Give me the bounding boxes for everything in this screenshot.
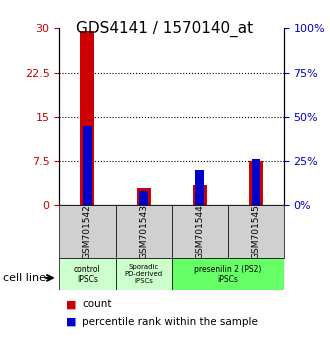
FancyBboxPatch shape <box>59 205 116 258</box>
Bar <box>83 126 92 205</box>
Text: cell line: cell line <box>3 273 46 283</box>
Bar <box>193 185 207 205</box>
Bar <box>81 31 94 205</box>
Bar <box>137 188 150 205</box>
Text: GSM701543: GSM701543 <box>139 204 148 259</box>
FancyBboxPatch shape <box>228 205 284 258</box>
FancyBboxPatch shape <box>172 205 228 258</box>
Bar <box>139 191 148 205</box>
FancyBboxPatch shape <box>172 258 284 290</box>
Text: percentile rank within the sample: percentile rank within the sample <box>82 317 258 327</box>
Bar <box>251 159 260 205</box>
Text: count: count <box>82 299 112 309</box>
Text: control
IPSCs: control IPSCs <box>74 265 101 284</box>
FancyBboxPatch shape <box>115 258 172 290</box>
Text: GSM701544: GSM701544 <box>195 205 204 259</box>
Text: GDS4141 / 1570140_at: GDS4141 / 1570140_at <box>77 21 253 38</box>
Text: ■: ■ <box>66 317 77 327</box>
Text: Sporadic
PD-derived
iPSCs: Sporadic PD-derived iPSCs <box>124 264 163 284</box>
Text: ■: ■ <box>66 299 77 309</box>
Text: GSM701542: GSM701542 <box>83 205 92 259</box>
Text: GSM701545: GSM701545 <box>251 204 260 259</box>
FancyBboxPatch shape <box>115 205 172 258</box>
Bar <box>249 161 263 205</box>
FancyBboxPatch shape <box>59 258 116 290</box>
Bar <box>195 170 204 205</box>
Text: presenilin 2 (PS2)
iPSCs: presenilin 2 (PS2) iPSCs <box>194 265 261 284</box>
